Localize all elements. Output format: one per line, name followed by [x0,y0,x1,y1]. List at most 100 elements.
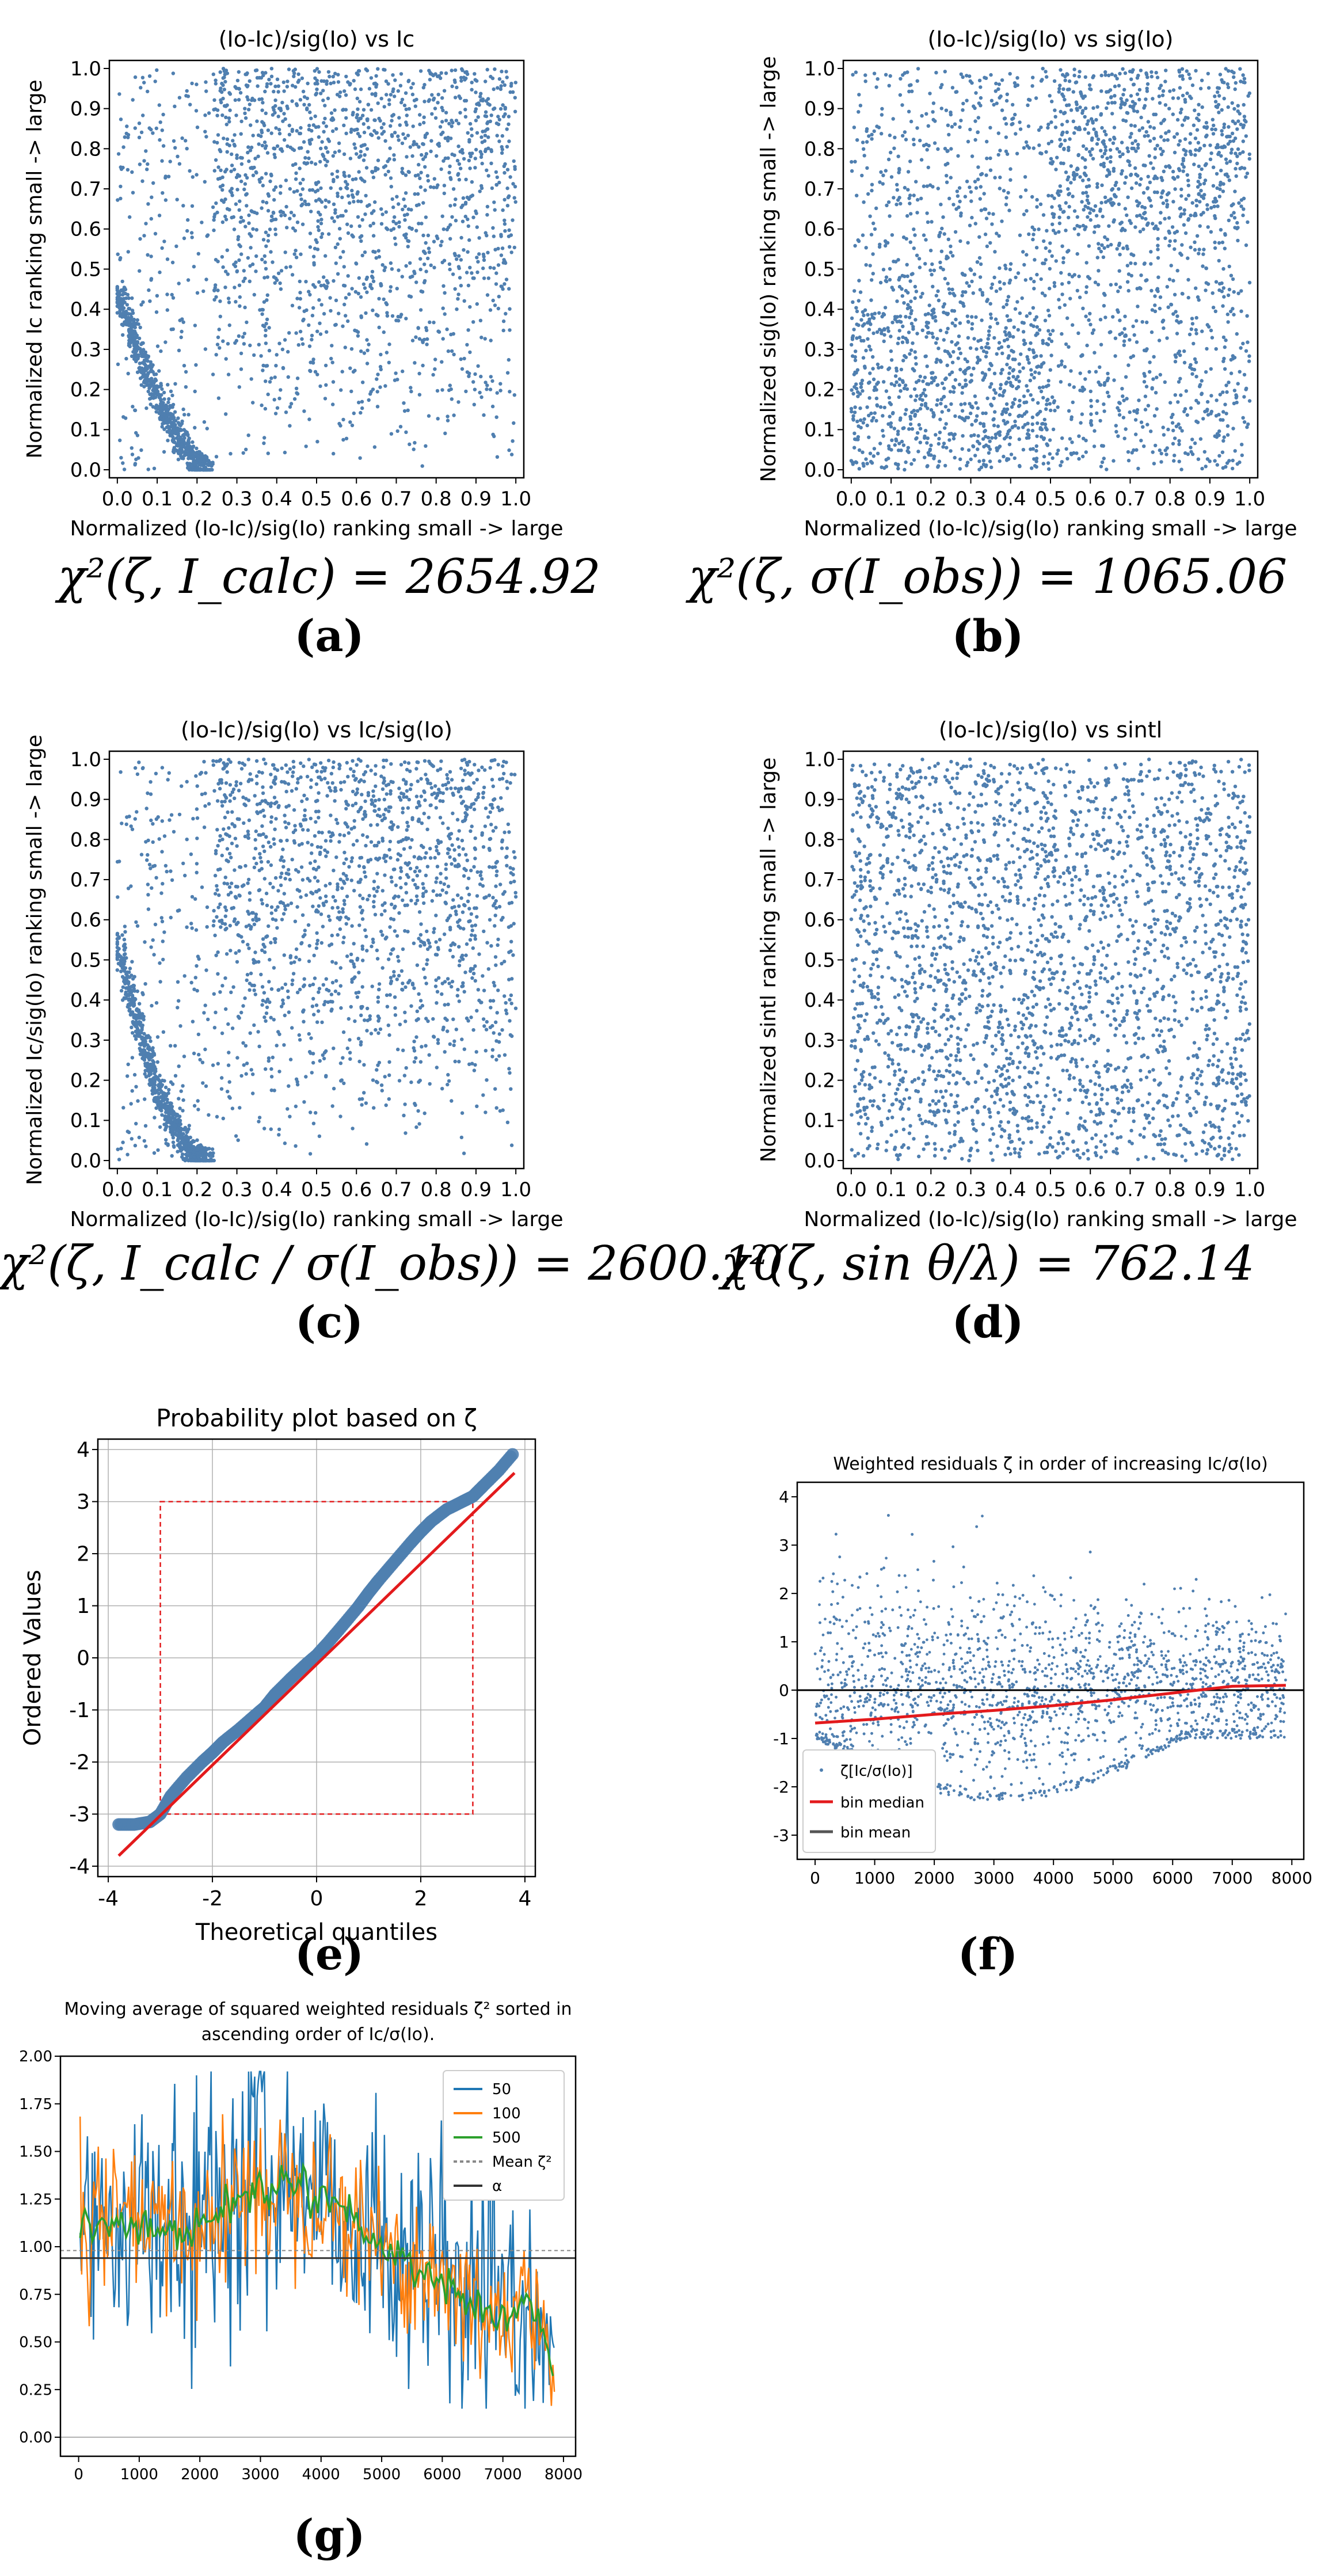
data-point [272,89,276,94]
data-point [1112,125,1117,130]
data-point [188,169,192,173]
data-point [211,72,215,77]
data-point [1002,305,1006,309]
data-point [1060,123,1064,127]
data-point [1156,289,1160,294]
data-point [927,303,931,307]
data-point [1083,106,1088,111]
data-point [260,312,264,316]
data-point [1138,182,1142,187]
data-point [1053,125,1058,130]
data-point [991,417,995,422]
data-point [1178,111,1183,115]
data-point [1163,236,1167,240]
data-point [353,328,357,333]
data-point [511,182,515,186]
data-point [965,314,970,318]
data-point [852,446,857,450]
data-point [1204,281,1208,285]
data-point [117,296,121,300]
data-point [1099,113,1103,117]
data-point [344,116,348,120]
data-point [895,315,899,319]
data-point [269,172,273,177]
data-point [397,220,401,225]
data-point [1183,98,1187,102]
data-point [970,326,974,331]
data-point [204,89,208,93]
data-point [1149,429,1153,433]
data-point [1093,225,1097,229]
data-point [173,410,177,414]
data-point [989,286,994,290]
data-point [119,117,123,121]
data-point [951,203,956,207]
data-point [938,230,942,235]
data-point [338,187,342,191]
data-point [1113,84,1117,89]
data-point [1034,448,1038,453]
data-point [1247,399,1252,403]
data-point [1026,103,1030,107]
data-point [1100,154,1105,159]
data-point [479,186,484,191]
data-point [1063,138,1067,143]
data-point [1018,311,1022,315]
data-point [394,222,398,226]
data-point [512,421,516,425]
data-point [920,328,925,332]
data-point [1217,281,1222,286]
data-point [1079,90,1083,94]
data-point [877,366,881,370]
data-point [444,119,448,123]
data-point [466,250,470,254]
data-point [1152,112,1156,116]
data-point [1094,118,1098,122]
data-point [493,106,497,111]
data-point [1242,77,1247,81]
data-point [252,353,256,357]
data-point [423,165,427,169]
data-point [235,269,239,273]
data-point [1105,174,1109,178]
data-point [1188,150,1192,154]
data-point [1026,124,1031,128]
data-point [375,405,380,409]
data-point [1220,240,1225,245]
data-point [331,129,335,133]
data-point [288,405,292,409]
data-point [1194,286,1198,290]
data-point [905,274,909,279]
data-point [505,75,509,79]
data-point [1013,397,1017,401]
data-point [123,291,127,296]
data-point [937,347,941,351]
data-point [177,348,181,352]
data-point [903,467,907,472]
data-point [1088,311,1092,315]
data-point [359,199,363,204]
data-point [357,224,361,228]
data-point [177,96,182,100]
data-point [1059,463,1063,467]
data-point [1178,252,1182,256]
data-point [1202,193,1206,197]
data-point [1111,315,1115,319]
data-point [937,459,942,463]
data-point [1089,398,1093,403]
data-point [1173,393,1178,397]
data-point [904,315,908,319]
data-point [279,214,283,218]
data-point [971,444,975,448]
data-point [1011,335,1015,339]
data-point [958,199,962,204]
data-point [227,116,231,120]
data-point [907,330,911,334]
data-point [265,317,269,321]
data-point [211,461,215,465]
data-point [966,241,970,245]
data-point [912,138,916,142]
data-point [987,211,991,215]
data-point [1237,201,1241,205]
data-point [889,334,893,338]
